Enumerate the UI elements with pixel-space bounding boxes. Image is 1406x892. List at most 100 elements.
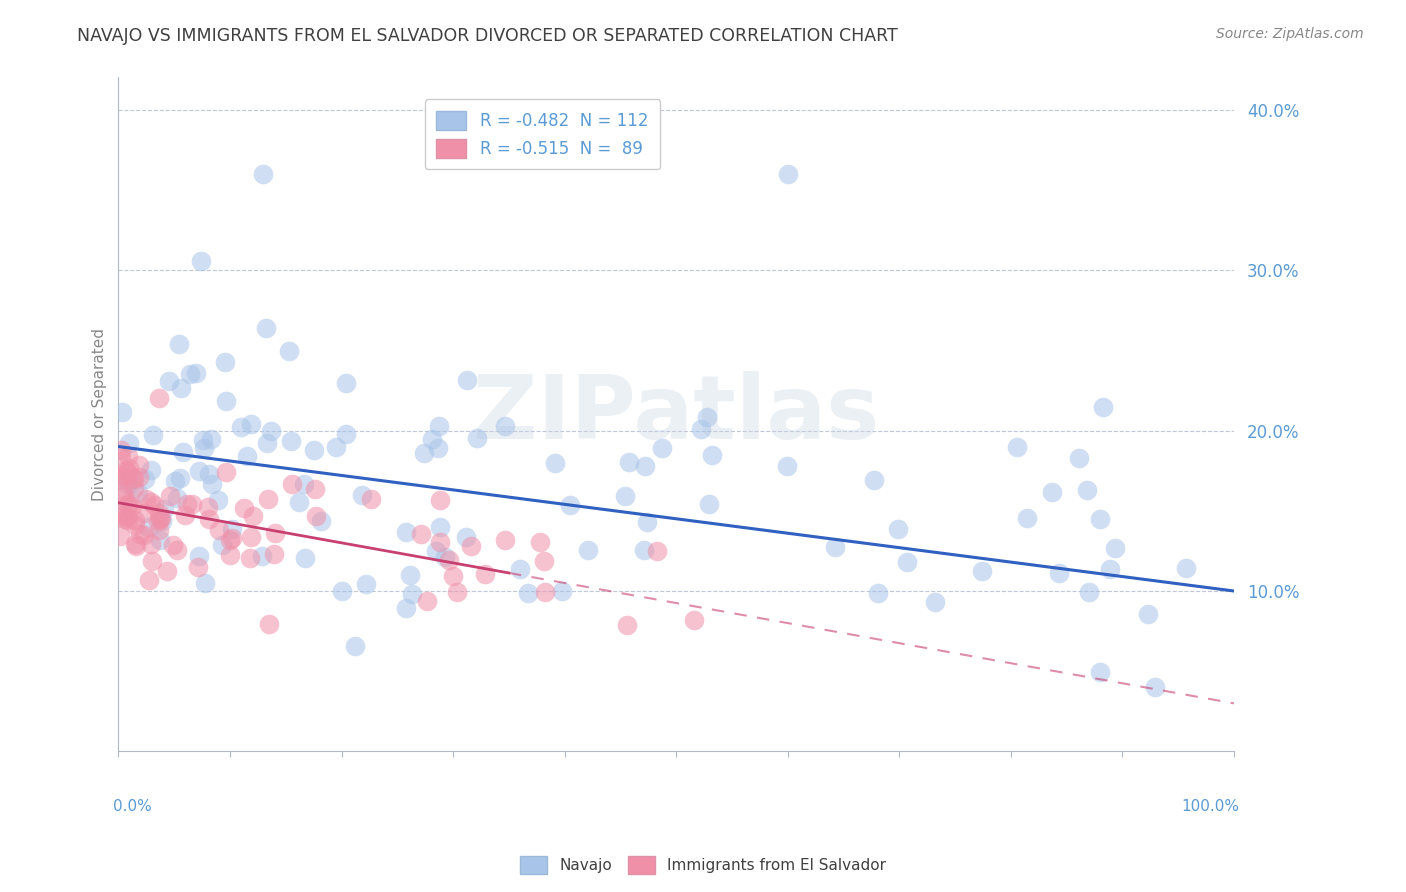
Point (242, 509, 264, 524)
Point (517, 586, 540, 600)
Point (163, 474, 186, 488)
Point (156, 564, 179, 578)
Point (148, 392, 170, 406)
Point (166, 491, 188, 506)
Text: NAVAJO VS IMMIGRANTS FROM EL SALVADOR DIVORCED OR SEPARATED CORRELATION CHART: NAVAJO VS IMMIGRANTS FROM EL SALVADOR DI… (77, 27, 898, 45)
Point (690, 422, 713, 436)
Point (108, 510, 131, 524)
Point (544, 456, 567, 470)
Point (429, 519, 451, 533)
Point (619, 455, 641, 469)
Point (174, 508, 197, 522)
Point (697, 497, 720, 511)
Point (280, 434, 302, 449)
Point (651, 441, 673, 455)
Point (115, 463, 138, 477)
Point (128, 470, 150, 484)
Point (613, 489, 636, 503)
Point (454, 530, 477, 544)
Point (409, 527, 432, 541)
Legend: R = -0.482  N = 112, R = -0.515  N =  89: R = -0.482 N = 112, R = -0.515 N = 89 (425, 99, 659, 169)
Point (509, 562, 531, 576)
Point (197, 467, 219, 481)
Point (112, 507, 135, 521)
Text: 0.0%: 0.0% (112, 798, 152, 814)
Point (215, 394, 238, 409)
Point (122, 481, 145, 495)
Point (330, 584, 353, 599)
Point (633, 542, 655, 557)
Point (1047, 566, 1070, 580)
Point (149, 512, 172, 526)
Point (188, 549, 211, 563)
Legend: Navajo, Immigrants from El Salvador: Navajo, Immigrants from El Salvador (513, 850, 893, 880)
Point (219, 533, 242, 548)
Point (125, 540, 148, 554)
Point (294, 550, 316, 565)
Point (191, 433, 214, 447)
Point (256, 436, 278, 450)
Point (263, 547, 285, 561)
Point (534, 585, 557, 599)
Point (176, 497, 198, 511)
Point (115, 510, 138, 524)
Point (124, 513, 146, 527)
Point (429, 418, 451, 433)
Point (1175, 560, 1198, 574)
Point (117, 498, 139, 512)
Point (494, 418, 516, 433)
Point (117, 478, 139, 492)
Point (263, 526, 285, 541)
Point (325, 440, 347, 454)
Point (134, 506, 156, 520)
Point (702, 448, 724, 462)
Point (142, 499, 165, 513)
Point (824, 540, 846, 554)
Point (111, 484, 134, 499)
Point (1143, 681, 1166, 695)
Point (292, 476, 315, 491)
Point (277, 343, 299, 358)
Point (401, 587, 423, 601)
Point (150, 515, 173, 529)
Point (256, 321, 278, 335)
Point (127, 486, 149, 500)
Point (188, 464, 211, 478)
Point (118, 436, 141, 450)
Point (184, 366, 207, 380)
Point (924, 595, 946, 609)
Point (239, 417, 262, 431)
Point (148, 506, 170, 520)
Point (446, 585, 468, 599)
Point (193, 441, 215, 455)
Point (132, 528, 155, 542)
Point (429, 534, 451, 549)
Point (465, 431, 488, 445)
Point (354, 577, 377, 591)
Point (970, 564, 993, 578)
Point (114, 512, 136, 526)
Point (149, 511, 172, 525)
Point (434, 550, 457, 565)
Point (117, 497, 139, 511)
Point (634, 459, 657, 474)
Point (208, 523, 231, 537)
Point (148, 524, 170, 538)
Point (141, 536, 163, 550)
Point (441, 569, 464, 583)
Point (474, 567, 496, 582)
Point (636, 515, 658, 529)
Point (124, 536, 146, 550)
Point (219, 548, 242, 562)
Point (110, 443, 132, 458)
Point (394, 524, 416, 539)
Point (110, 472, 132, 486)
Point (121, 499, 143, 513)
Point (862, 474, 884, 488)
Point (162, 538, 184, 552)
Point (166, 543, 188, 558)
Point (1042, 484, 1064, 499)
Point (112, 489, 135, 503)
Point (1015, 511, 1038, 525)
Point (304, 443, 326, 458)
